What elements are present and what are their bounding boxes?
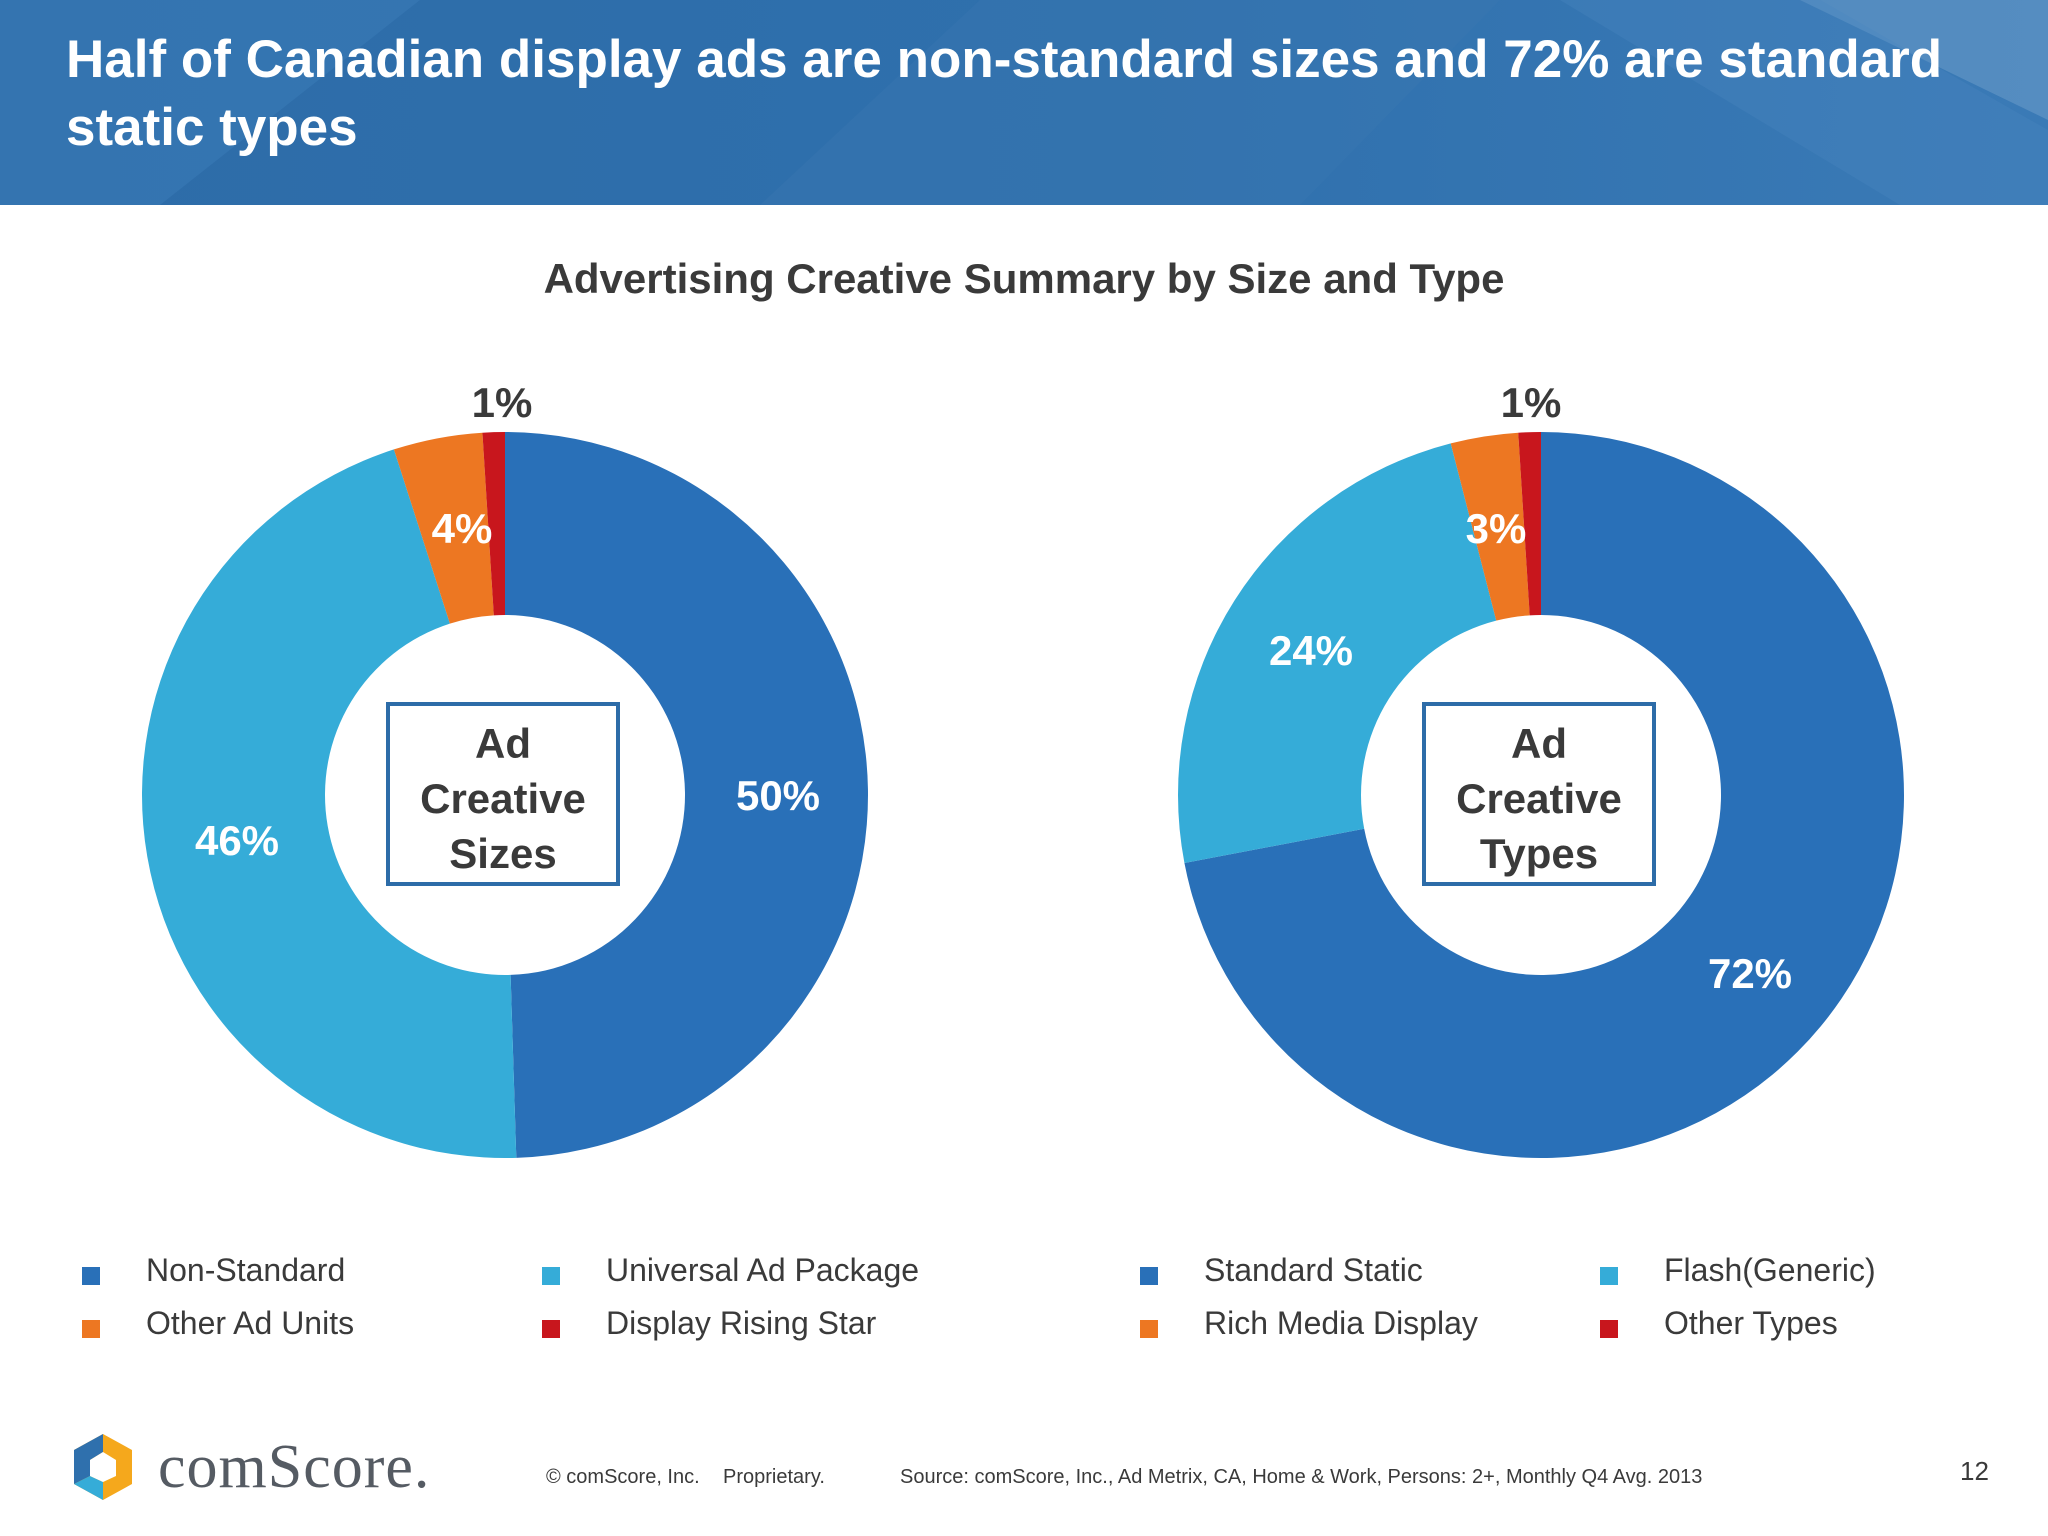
comscore-logo: comScore. [66,1428,486,1508]
legend-swatch [1140,1320,1158,1338]
legend-label: Universal Ad Package [606,1252,920,1288]
data-label: 3% [1466,505,1527,552]
data-label: 72% [1708,950,1792,997]
proprietary-text: Proprietary. [723,1466,825,1488]
center-label-line: Ad [475,720,531,767]
legend-swatch [1600,1267,1618,1285]
data-label: 1% [472,379,533,426]
data-label: 4% [432,505,493,552]
logo-wordmark: comScore. [158,1433,431,1501]
center-label-line: Creative [420,775,586,822]
legend-label: Standard Static [1204,1252,1423,1288]
donut-slice-display-rising-star [482,432,505,616]
header-decoration [0,0,2048,205]
data-label: 24% [1269,627,1353,674]
donut-slice-standard-static [1184,432,1905,1159]
donut-slice-flash-generic- [1178,443,1497,864]
page-number: 12 [1960,1456,1989,1486]
center-label-line: Types [1479,830,1599,877]
source-text: Source: comScore, Inc., Ad Metrix, CA, H… [900,1466,1703,1488]
donut-slice-non-standard [505,432,869,1158]
data-label: 46% [195,817,279,864]
data-label: 50% [736,772,820,819]
legend-label: Non-Standard [146,1252,346,1288]
center-label-line: Creative [1456,775,1622,822]
donut-slice-universal-ad-package [141,449,517,1158]
legend-swatch [1600,1320,1618,1338]
donut-slice-other-types [1518,432,1541,616]
center-label-line: Ad [1511,720,1567,767]
data-label: 1% [1501,379,1562,426]
legend-swatch [1140,1267,1158,1285]
legend-label: Other Ad Units [146,1305,355,1341]
center-label-sizes: Ad Creative Sizes [386,702,620,886]
header-banner: Half of Canadian display ads are non-sta… [0,0,2048,205]
comscore-logo-icon [74,1434,132,1500]
chart-title: Advertising Creative Summary by Size and… [543,255,1505,302]
legend-swatch [82,1267,100,1285]
legend-swatch [542,1267,560,1285]
center-label-line: Sizes [449,830,557,877]
donut-slice-other-ad-units [393,432,494,624]
legend-swatch [82,1320,100,1338]
legend-label: Flash(Generic) [1664,1252,1876,1288]
donut-slice-rich-media-display [1450,432,1530,621]
legend-label: Display Rising Star [606,1305,877,1341]
center-label-types: Ad Creative Types [1422,702,1656,886]
page-title: Half of Canadian display ads are non-sta… [66,30,1943,157]
legend-label: Rich Media Display [1204,1305,1478,1341]
legend-swatch [542,1320,560,1338]
legend-label: Other Types [1664,1305,1838,1341]
copyright-text: © comScore, Inc. [546,1466,700,1488]
